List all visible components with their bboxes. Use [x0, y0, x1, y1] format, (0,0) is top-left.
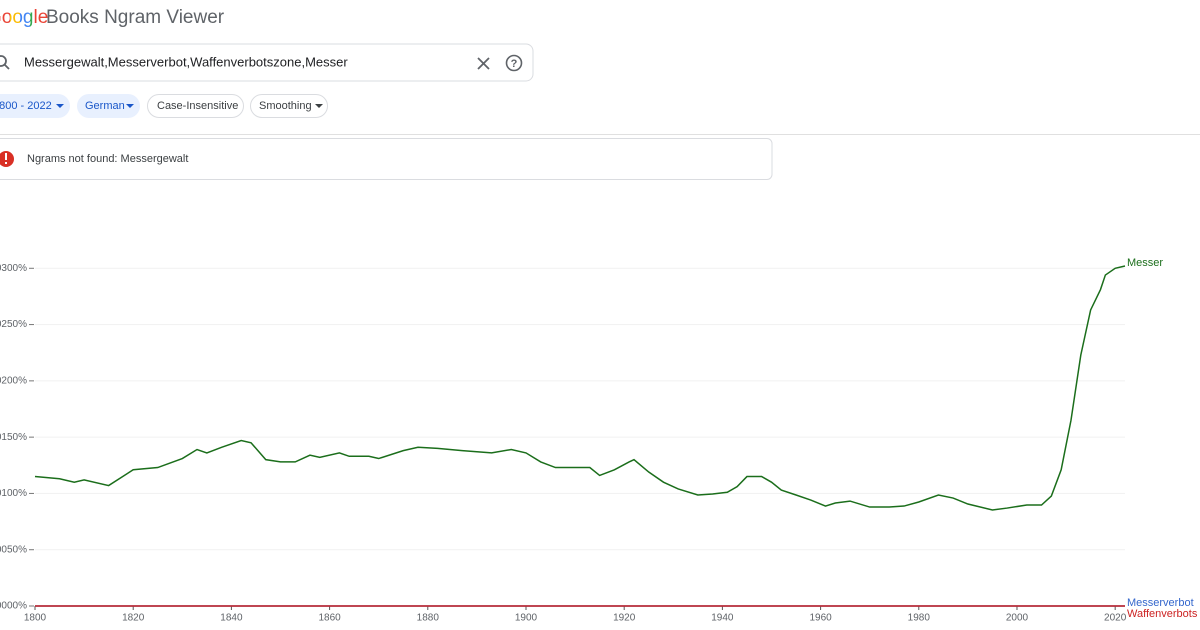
chip[interactable] [77, 94, 140, 118]
y-tick-label: 0.000150% [0, 432, 27, 443]
y-tick-label: 0.000000% [0, 601, 27, 612]
chip-label[interactable]: Case-Insensitive [157, 100, 238, 112]
error-icon [0, 151, 14, 167]
chip-label[interactable]: Smoothing [259, 100, 312, 112]
chip-label[interactable]: 1800 - 2022 [0, 100, 52, 112]
dropdown-arrow [56, 104, 64, 108]
x-tick-label: 1860 [318, 613, 341, 624]
x-tick-label: 2000 [1006, 613, 1029, 624]
error-box [0, 138, 773, 180]
x-tick-label: 1940 [711, 613, 734, 624]
x-tick-label: 1820 [122, 613, 145, 624]
y-tick-label: 0.000300% [0, 263, 27, 274]
clear-button[interactable] [477, 57, 490, 70]
chart: 0.000000% 0.000050% 0.000100% 0.000150% 0.00… [0, 257, 1198, 624]
chip[interactable] [0, 94, 70, 118]
legend-label: Waffenverbots [1127, 608, 1198, 620]
y-tick-label: 0.000050% [0, 544, 27, 555]
chip[interactable] [147, 94, 244, 118]
x-tick-label: 1840 [220, 613, 243, 624]
search-icon [0, 55, 10, 70]
search-query[interactable]: Messergewalt,Messerverbot,Waffenverbotsz… [24, 54, 348, 69]
y-tick-label: 0.000100% [0, 488, 27, 499]
x-tick-label: 2020 [1104, 613, 1127, 624]
chip[interactable] [250, 94, 328, 118]
chip-label[interactable]: German [85, 100, 125, 112]
x-tick-label: 1920 [613, 613, 636, 624]
dropdown-arrow [126, 104, 134, 108]
y-tick-label: 0.000250% [0, 319, 27, 330]
x-tick-label: 1960 [809, 613, 832, 624]
svg-text:?: ? [511, 58, 518, 70]
x-tick-label: 1800 [24, 613, 47, 624]
error-message: Ngrams not found: Messergewalt [27, 153, 188, 165]
legend-label: Messer [1127, 257, 1163, 269]
y-tick-label: 0.000200% [0, 375, 27, 386]
legend-label: Messerverbot [1127, 597, 1194, 609]
dropdown-arrow [315, 104, 323, 108]
series-line [34, 265, 1126, 511]
x-tick-label: 1900 [515, 613, 538, 624]
x-tick-label: 1880 [417, 613, 440, 624]
help-button[interactable]: ? [505, 54, 523, 72]
x-tick-label: 1980 [908, 613, 931, 624]
app-title: Books Ngram Viewer [46, 7, 225, 28]
search-box[interactable] [0, 43, 534, 82]
logo[interactable]: Google [0, 7, 48, 28]
